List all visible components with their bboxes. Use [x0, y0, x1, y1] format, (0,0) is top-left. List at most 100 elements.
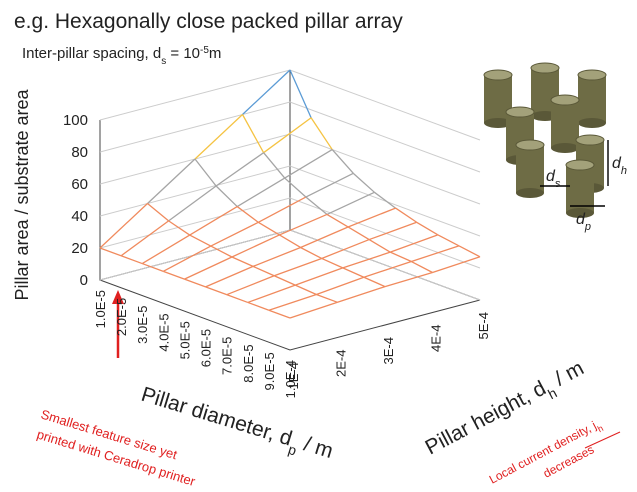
- pillar-top: [483, 69, 513, 81]
- z-tick-label: 60: [71, 176, 88, 193]
- inset-label: dh: [612, 155, 627, 177]
- surface-segment: [242, 69, 291, 115]
- inset-label-part: d: [576, 211, 586, 228]
- y-tick-label: 5E-4: [476, 312, 491, 339]
- surface-segment: [215, 152, 264, 187]
- surface-segment: [141, 262, 164, 272]
- surface-segment: [342, 251, 391, 269]
- inset-dimensions: [540, 140, 609, 207]
- surface-segment: [411, 260, 433, 274]
- surface-segment: [252, 246, 301, 267]
- surface-segment: [284, 177, 307, 198]
- subtitle-part: = 10: [166, 45, 200, 62]
- y-tick-label: 1E-4: [286, 362, 301, 389]
- y-title-part: Pillar height, d: [422, 377, 550, 460]
- surface-segment: [300, 246, 322, 260]
- surface-segment: [326, 213, 349, 228]
- chart-subtitle: Inter-pillar spacing, ds = 10-5m: [22, 45, 221, 67]
- surface-segment: [226, 275, 275, 296]
- surface-segment: [231, 256, 254, 267]
- annotation-part: h: [596, 423, 605, 434]
- y-tick-label: 4E-4: [429, 325, 444, 352]
- grid-line: [99, 197, 481, 269]
- pillar-base: [578, 118, 606, 128]
- surface-segment: [368, 221, 417, 241]
- surface-segment: [279, 234, 301, 249]
- inset-label-part: d: [612, 155, 622, 172]
- grid-line: [99, 101, 481, 173]
- surface-segment: [189, 234, 212, 247]
- surface-segment: [247, 301, 270, 311]
- x-tick-label: 4.0E-5: [156, 313, 171, 351]
- surface-segment: [337, 285, 386, 303]
- pillar-top: [505, 106, 535, 118]
- surface-segment: [263, 152, 286, 179]
- surface-segment: [295, 267, 344, 286]
- pillar-body: [516, 145, 544, 193]
- z-axis-title: Pillar area / substrate area: [12, 88, 32, 300]
- surface-segment: [189, 205, 238, 236]
- surface-segment: [390, 234, 439, 253]
- surface-segment: [347, 207, 396, 228]
- surface-segment: [289, 301, 338, 319]
- surface-segment: [295, 284, 317, 296]
- surface-segment: [305, 196, 328, 215]
- surface-segment: [231, 234, 280, 258]
- x-tick-label: 2.0E-5: [114, 298, 129, 336]
- inset-label: ds: [546, 168, 561, 190]
- surface-segment: [316, 293, 338, 303]
- surface-segment: [168, 185, 217, 222]
- surface-segment: [416, 221, 439, 236]
- pillar-body: [566, 165, 594, 213]
- surface-segment: [300, 226, 349, 249]
- pillar-base: [484, 118, 512, 128]
- x-title-part: Pillar diameter, d: [139, 383, 295, 451]
- surface-segment: [184, 256, 233, 280]
- surface-segment: [368, 239, 391, 253]
- surface-segment: [184, 278, 206, 288]
- chart-title: e.g. Hexagonally close packed pillar arr…: [14, 10, 403, 33]
- pillar-illustration: [483, 62, 607, 218]
- surface-segment: [279, 213, 328, 236]
- x-title-part: / m: [296, 431, 336, 463]
- z-tick-label: 40: [71, 208, 88, 225]
- pillar-top: [530, 62, 560, 74]
- surface-segment: [99, 203, 148, 249]
- pillar-top: [550, 94, 580, 106]
- x-tick-label: 7.0E-5: [220, 337, 235, 375]
- surface-segment: [326, 191, 375, 216]
- surface-segment: [432, 256, 481, 274]
- surface-segment: [141, 234, 191, 265]
- x-tick-label: 3.0E-5: [135, 306, 150, 344]
- surface-segment: [331, 149, 354, 174]
- floor: [99, 279, 481, 351]
- pillar-top: [575, 134, 605, 146]
- surface-segment: [147, 202, 170, 222]
- y-tick-label: 3E-4: [381, 337, 396, 364]
- surface-segment: [374, 191, 396, 209]
- x-tick-label: 6.0E-5: [199, 329, 214, 367]
- surface-segment: [247, 284, 296, 304]
- z-tick-label: 80: [71, 144, 88, 161]
- surface-segment: [411, 245, 460, 263]
- inset-label-part: h: [621, 165, 627, 177]
- x-tick-label: 8.0E-5: [241, 344, 256, 382]
- surface-segment: [194, 114, 243, 160]
- surface-segment: [236, 206, 259, 223]
- surface-segment: [342, 267, 365, 278]
- surface-segment: [99, 247, 122, 257]
- z-tick-label: 100: [63, 112, 88, 129]
- surface-segment: [163, 245, 212, 272]
- surface-segment: [363, 276, 386, 288]
- surface-segment: [210, 221, 259, 247]
- surface-segment: [252, 265, 275, 277]
- grid-line: [99, 165, 481, 237]
- inset-label-part: d: [546, 168, 556, 185]
- pillar-top: [515, 139, 545, 151]
- surface-segment: [147, 158, 196, 204]
- surface-segment: [258, 196, 307, 223]
- pillar-body: [578, 75, 606, 123]
- surface-segment: [289, 69, 312, 119]
- z-tick-label: 0: [80, 272, 88, 289]
